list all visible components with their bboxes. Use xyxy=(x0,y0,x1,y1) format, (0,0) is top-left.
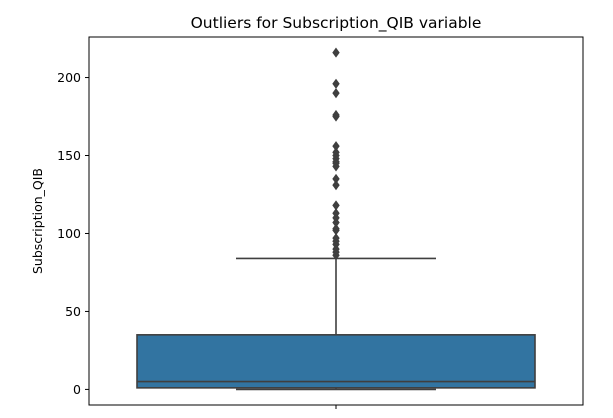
outlier-point xyxy=(332,200,340,211)
outlier-point xyxy=(332,147,340,158)
outlier-point xyxy=(332,88,340,99)
outlier-point xyxy=(332,141,340,152)
chart-title: Outliers for Subscription_QIB variable xyxy=(191,14,482,33)
box-plot xyxy=(136,257,536,391)
outlier-point xyxy=(332,223,340,234)
y-tick-label: 200 xyxy=(57,70,81,85)
outlier-point xyxy=(332,233,340,244)
outlier-point xyxy=(332,109,340,121)
y-tick-label: 150 xyxy=(57,148,81,163)
y-tick-label: 0 xyxy=(73,382,81,397)
y-tick-label: 100 xyxy=(57,226,81,241)
outlier-point xyxy=(332,47,340,58)
outlier-point xyxy=(332,173,340,184)
y-tick-label: 50 xyxy=(65,304,81,319)
outlier-points xyxy=(332,47,340,261)
y-axis-label: Subscription_QIB xyxy=(30,168,45,274)
y-axis: 0 50 100 150 200 xyxy=(57,70,89,397)
iqr-box xyxy=(136,334,536,389)
outlier-point xyxy=(332,78,340,89)
outlier-point xyxy=(332,208,340,219)
outlier-point xyxy=(332,180,340,191)
